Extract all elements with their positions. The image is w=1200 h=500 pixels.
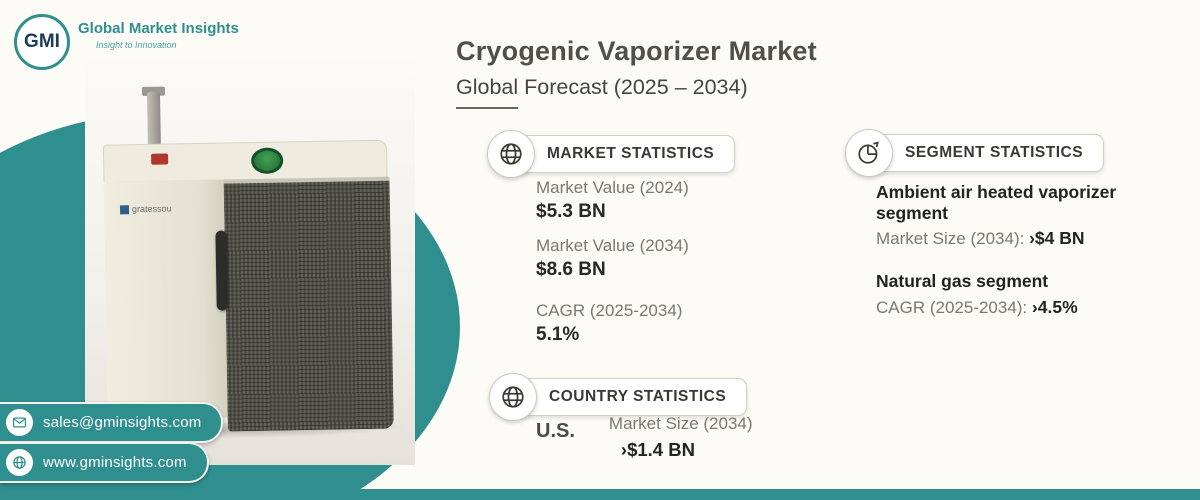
machine-side-panel [103,179,228,420]
segment-statistics-badge: SEGMENT STATISTICS [845,129,1105,177]
segment-statistics-badge-label: SEGMENT STATISTICS [870,134,1105,172]
market-stat-2024: Market Value (2024) $5.3 BN [536,178,689,223]
stat-value: $5.3 BN [536,201,606,222]
website-url: www.gminsights.com [43,454,187,471]
email-address: sales@gminsights.com [43,414,202,431]
market-statistics-badge-label: MARKET STATISTICS [512,135,736,173]
segment-stat-value: ›4.5% [1031,296,1078,317]
machine-top-panel [102,139,388,183]
gmi-logo: GMI Global Market Insights Insight to In… [14,14,239,70]
machine-brand-text: gratessou [131,203,172,215]
stat-value: 5.1% [536,324,580,345]
segment-natural-gas: Natural gas segment CAGR (2025-2034): ›4… [876,271,1176,318]
segment-stat-label: CAGR (2025-2034): [876,297,1028,317]
market-stat-2034: Market Value (2034) $8.6 BN [536,236,689,281]
market-statistics-badge: MARKET STATISTICS [487,130,736,178]
segment-ambient-air: Ambient air heated vaporizer segment Mar… [876,182,1176,249]
brand-tagline: Insight to Innovation [96,40,177,50]
bottom-teal-bar [0,489,1200,500]
pie-chart-icon [845,129,893,177]
country-name: U.S. [536,420,575,442]
segment-stat-value: ›$4 BN [1029,228,1085,249]
machine-grille [223,176,394,432]
segment-name: Ambient air heated vaporizer segment [876,182,1117,223]
stat-label: Market Value (2024) [536,178,689,197]
email-contact[interactable]: sales@gminsights.com [0,402,224,443]
page-subtitle: Global Forecast (2025 – 2034) [456,75,748,99]
country-statistics-badge: COUNTRY STATISTICS [489,373,748,421]
gmi-logo-wordmark: Global Market Insights Insight to Innova… [78,14,239,50]
stat-label: CAGR (2025-2034) [536,301,683,320]
segment-stat-label: Market Size (2034): [876,229,1025,249]
stat-value: $8.6 BN [536,259,606,280]
segment-name: Natural gas segment [876,271,1049,292]
machine-red-switch [151,153,169,165]
machine-handle [215,230,228,311]
segment-statistics-list: Ambient air heated vaporizer segment Mar… [876,182,1176,318]
segment-stat-line: Market Size (2034): ›$4 BN [876,228,1176,249]
website-contact[interactable]: www.gminsights.com [0,442,209,483]
country-stat: Market Size (2034) ›$1.4 BN [609,414,753,461]
machine-brand-label: gratessou [119,203,172,215]
country-stat-label: Market Size (2034) [608,414,753,433]
country-statistics-content: U.S. Market Size (2034) ›$1.4 BN [536,414,753,461]
globe-market-icon [487,130,535,178]
subtitle-underline [456,107,518,109]
market-statistics-list: Market Value (2024) $5.3 BN Market Value… [536,178,689,359]
envelope-icon [6,409,33,436]
country-stat-value: ›$1.4 BN [620,439,695,460]
globe-web-icon [6,449,33,476]
gmi-logo-mark: GMI [14,14,70,70]
machine-brand-logo [119,204,130,214]
page-title: Cryogenic Vaporizer Market [456,36,817,66]
segment-stat-line: CAGR (2025-2034): ›4.5% [876,297,1176,318]
brand-name: Global Market Insights [78,20,239,37]
vaporizer-photo: gratessou [92,77,418,453]
page-header: Cryogenic Vaporizer Market Global Foreca… [456,36,926,109]
market-stat-cagr: CAGR (2025-2034) 5.1% [536,301,689,346]
gmi-logo-text: GMI [24,31,60,52]
country-statistics-badge-label: COUNTRY STATISTICS [514,378,748,416]
globe-country-icon [489,373,537,421]
stat-label: Market Value (2034) [536,236,689,255]
